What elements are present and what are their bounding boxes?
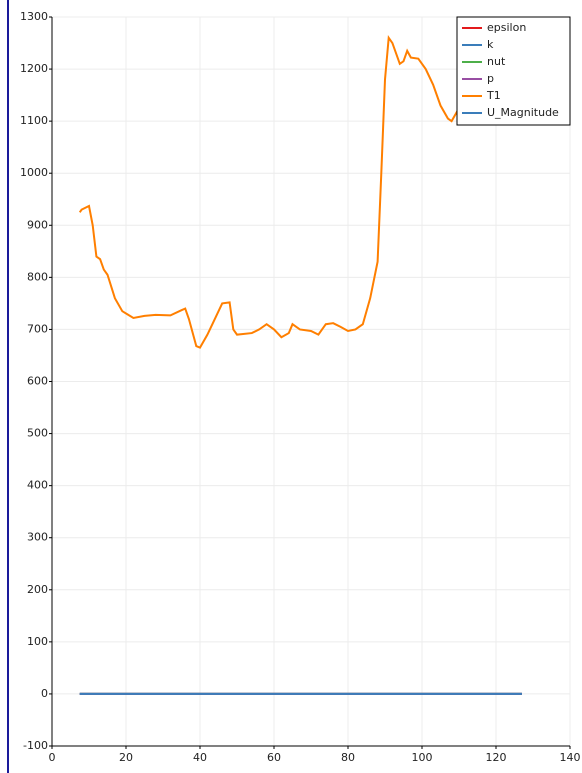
x-tick-label: 100 [412,751,433,764]
x-tick-label: 80 [341,751,355,764]
y-tick-label: 600 [27,375,48,388]
legend-label: k [487,38,494,51]
y-tick-label: 0 [41,687,48,700]
y-tick-label: 300 [27,531,48,544]
legend-label: T1 [486,89,501,102]
y-tick-label: 800 [27,270,48,283]
legend-label: nut [487,55,506,68]
y-tick-label: 1300 [20,10,48,23]
y-tick-label: 1200 [20,62,48,75]
legend-label: p [487,72,494,85]
x-tick-label: 120 [486,751,507,764]
y-tick-label: 500 [27,427,48,440]
y-tick-label: -100 [23,739,48,752]
x-tick-label: 20 [119,751,133,764]
y-tick-label: 700 [27,322,48,335]
x-tick-label: 140 [560,751,581,764]
y-tick-label: 1000 [20,166,48,179]
y-tick-label: 400 [27,479,48,492]
y-tick-label: 900 [27,218,48,231]
series-line [78,35,464,349]
x-tick-label: 0 [49,751,56,764]
legend-label: epsilon [487,21,526,34]
y-tick-label: 200 [27,583,48,596]
x-tick-label: 40 [193,751,207,764]
legend: epsilon k nut p T1 U_Magnitude [456,16,571,126]
legend-box [456,16,571,126]
legend-label: U_Magnitude [487,106,559,119]
x-tick-label: 60 [267,751,281,764]
y-tick-label: 1100 [20,114,48,127]
y-tick-label: 100 [27,635,48,648]
